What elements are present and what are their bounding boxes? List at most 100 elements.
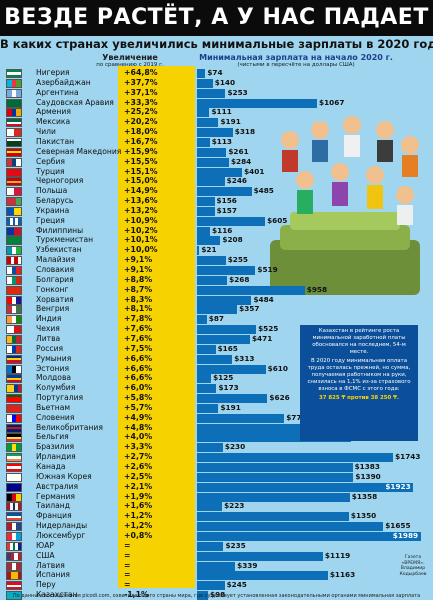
table-row: Испания = $1163: [0, 570, 433, 581]
increase-header-title: Увеличение: [102, 53, 158, 62]
wage-bar: [197, 482, 414, 492]
country-flag-icon: [6, 561, 22, 571]
increase-value: +20,2%: [124, 117, 158, 127]
wage-bar: [197, 216, 266, 226]
wage-value-label: $74: [207, 68, 223, 77]
country-name: Люксембург: [36, 530, 86, 540]
wage-value-label: $191: [220, 402, 241, 412]
wage-value-label: $1358: [351, 491, 378, 501]
wage-value-label: $165: [217, 343, 238, 353]
table-row: Франция +1,2% $1350: [0, 511, 433, 522]
increase-value: +10,0%: [124, 245, 158, 255]
increase-value: +6,6%: [124, 353, 153, 363]
wage-bar: [197, 394, 268, 404]
country-name: Россия: [36, 343, 64, 353]
wage-value-label: $157: [216, 205, 237, 215]
increase-value: +37,1%: [124, 87, 158, 97]
wage-value-label: $246: [226, 176, 247, 186]
country-flag-icon: [6, 266, 22, 275]
table-row: Сербия +15,5% $284: [0, 157, 433, 167]
country-name: Молдова: [36, 373, 72, 383]
money-stack-shape: [270, 240, 420, 295]
country-name: Чили: [36, 127, 56, 137]
country-flag-icon: [6, 571, 22, 581]
wage-value-label: $87: [208, 314, 225, 324]
wage-value-label: $223: [224, 501, 245, 511]
table-row: Словакия +9,1% $519: [0, 265, 433, 275]
country-flag-icon: [6, 78, 22, 88]
country-name: Канада: [36, 462, 66, 471]
table-row: Латвия = $339: [0, 561, 433, 571]
country-name: Колумбия: [36, 383, 76, 393]
increase-value: +10,1%: [124, 235, 158, 245]
increase-value: +5,8%: [124, 393, 153, 403]
table-row: Португалия +5,8% $626: [0, 393, 433, 404]
country-name: Аргентина: [36, 87, 79, 97]
wage-value-label: $1390: [355, 471, 381, 481]
wage-bar: [197, 236, 221, 246]
country-name: Румыния: [36, 353, 72, 363]
wage-bar: [197, 522, 384, 532]
country-flag-icon: [6, 128, 22, 138]
country-name: Франция: [36, 511, 72, 521]
wage-value-label: $156: [216, 196, 237, 206]
increase-value: +4,0%: [124, 432, 153, 442]
note-paragraph-1: Казахстан в рейтинге роста минимальной з…: [312, 328, 406, 355]
wage-value-label: $1743: [395, 452, 421, 462]
country-name: Казахстан: [36, 590, 78, 600]
wage-value-label: $357: [239, 304, 260, 314]
wage-bar: [197, 403, 219, 413]
wage-value-label: $284: [230, 156, 252, 166]
wage-value-label: $313: [234, 353, 255, 363]
country-name: Португалия: [36, 393, 84, 403]
increase-value: +13,6%: [124, 196, 158, 206]
country-flag-icon: [6, 325, 22, 335]
country-name: Германия: [36, 491, 75, 501]
wage-value-label: $318: [234, 127, 256, 137]
country-flag-icon: [6, 236, 22, 246]
country-name: Саудовская Аравия: [36, 97, 114, 107]
increase-value: +13,2%: [124, 205, 158, 215]
country-flag-icon: [6, 472, 22, 482]
country-name: Таиланд: [36, 501, 70, 511]
country-name: Польша: [36, 186, 68, 196]
increase-value: +6,6%: [124, 373, 153, 383]
wage-bar: [197, 531, 421, 541]
wage-value-label: $230: [224, 442, 246, 452]
increase-value: +25,2%: [124, 107, 158, 117]
increase-value: =: [124, 580, 131, 590]
wage-bar: [197, 226, 211, 236]
country-name: Нидерланды: [36, 521, 88, 531]
increase-value: +33,3%: [124, 97, 158, 107]
country-name: Азербайджан: [36, 77, 91, 87]
wage-bar: [197, 541, 224, 551]
table-row: Туркменистан +10,1% $208: [0, 235, 433, 246]
wage-value-label: $98: [210, 590, 226, 600]
wage-bar: [197, 167, 243, 177]
increase-column-header: Увеличение по сравнению с 2019 г.: [80, 54, 180, 69]
country-flag-icon: [6, 157, 22, 167]
country-name: Филиппины: [36, 225, 84, 235]
table-row: Северная Македония +15,9% $261: [0, 147, 433, 157]
table-row: Греция +10,9% $605: [0, 216, 433, 226]
wage-bar: [197, 512, 349, 522]
increase-value: +5,7%: [124, 402, 153, 412]
country-name: Греция: [36, 215, 65, 225]
wage-value-label: $1350: [350, 511, 377, 521]
country-name: Вьетнам: [36, 402, 71, 412]
country-name: Черногория: [36, 176, 84, 186]
country-name: Украина: [36, 205, 70, 215]
table-row: Нидерланды +1,2% $1655: [0, 521, 433, 532]
wage-bar: [197, 187, 252, 197]
wage-value-label: $1163: [329, 570, 356, 580]
table-row: Чили +18,0% $318: [0, 127, 433, 138]
country-name: Ирландия: [36, 452, 76, 462]
table-row: Малайзия +9,1% $255: [0, 255, 433, 266]
wage-bar: [197, 78, 213, 88]
wage-value-label: $1383: [354, 462, 380, 471]
country-flag-icon: [6, 315, 22, 325]
table-row: Мексика +20,2% $191: [0, 117, 433, 128]
wage-value-label: $253: [227, 87, 248, 97]
country-flag-icon: [6, 216, 22, 226]
increase-value: +37,7%: [124, 77, 158, 87]
